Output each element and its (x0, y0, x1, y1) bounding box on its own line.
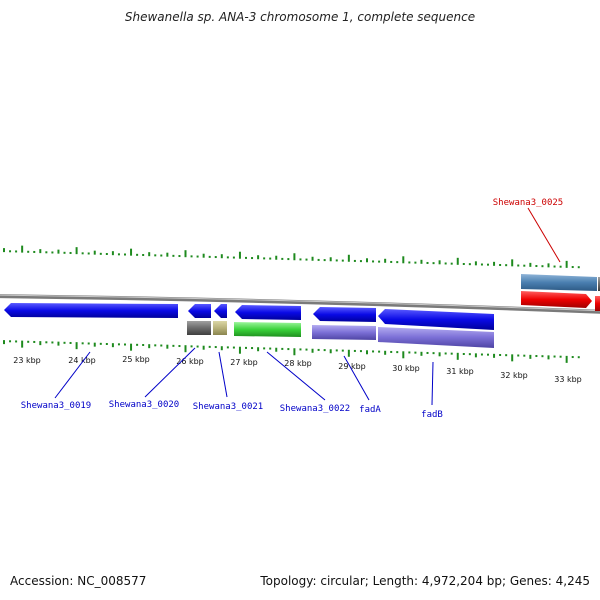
gene-fadb[interactable] (378, 309, 494, 330)
gene-shewana3-0019[interactable] (4, 303, 178, 318)
feature-khaki[interactable] (213, 321, 227, 335)
gene-label[interactable]: fadA (359, 405, 381, 415)
chromosome-backbone-highlight (0, 294, 600, 312)
gene-label[interactable]: Shewana3_0019 (21, 401, 91, 411)
map-title: Shewanella sp. ANA-3 chromosome 1, compl… (124, 10, 476, 24)
gene-fada[interactable] (313, 307, 376, 322)
gene-shewana3-0020-blue[interactable] (188, 304, 211, 318)
gene-shewana3-0025-steel[interactable] (521, 274, 597, 291)
bottom-tick-row (3, 340, 580, 363)
gene-label[interactable]: Shewana3_0025 (493, 198, 563, 208)
scale-labels: 23 kbp 24 kbp 25 kbp 26 kbp 27 kbp 28 kbp 29 k… (13, 355, 582, 384)
scale-label: 30 kbp (392, 364, 420, 373)
gene-labels: Shewana3_0019 Shewana3_0020 Shewana3_0021 S… (21, 198, 563, 420)
scale-label: 28 kbp (284, 359, 312, 368)
gene-shewana3-0021-blue[interactable] (214, 304, 227, 318)
scale-label: 32 kbp (500, 371, 528, 380)
gene-shewana3-0025-red[interactable] (521, 291, 592, 308)
scale-label: 25 kbp (122, 355, 150, 364)
feature-green[interactable] (234, 322, 301, 337)
label-leader-lines (54, 207, 561, 406)
gene-label[interactable]: Shewana3_0020 (109, 400, 179, 410)
scale-label: 27 kbp (230, 358, 258, 367)
scale-label: 33 kbp (554, 375, 582, 384)
scale-label: 24 kbp (68, 356, 96, 365)
scale-label: 23 kbp (13, 356, 41, 365)
scale-label: 26 kbp (176, 357, 204, 366)
scale-label: 29 kbp (338, 362, 366, 371)
scale-label: 31 kbp (446, 367, 474, 376)
gene-shewana3-0022[interactable] (235, 305, 301, 320)
feature-purple-a[interactable] (312, 325, 376, 340)
gene-label[interactable]: fadB (421, 410, 443, 420)
feature-purple-b[interactable] (378, 327, 494, 348)
accession-text: Accession: NC_008577 (10, 574, 147, 588)
topology-text: Topology: circular; Length: 4,972,204 bp… (260, 574, 590, 588)
gene-red-edge[interactable] (595, 296, 600, 311)
gene-label[interactable]: Shewana3_0021 (193, 402, 263, 412)
chromosome-backbone (0, 294, 600, 314)
top-tick-row (3, 245, 580, 269)
gene-label[interactable]: Shewana3_0022 (280, 404, 350, 414)
feature-gray[interactable] (187, 321, 211, 335)
